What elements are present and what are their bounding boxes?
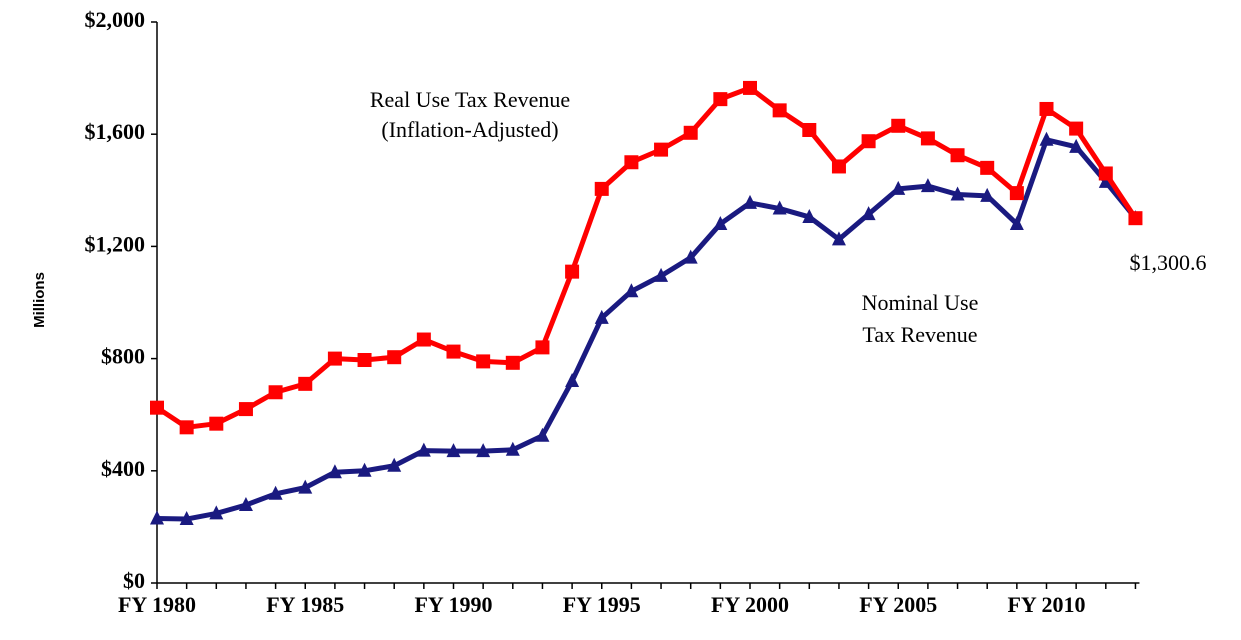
marker — [950, 186, 965, 201]
marker — [327, 464, 342, 479]
marker — [535, 340, 550, 355]
x-tick-label: FY 1990 — [414, 592, 492, 617]
annotation: Real Use Tax Revenue — [370, 87, 570, 112]
marker — [624, 283, 639, 298]
marker — [268, 485, 283, 500]
marker — [268, 385, 283, 400]
annotation: (Inflation-Adjusted) — [381, 117, 558, 142]
x-tick-label: FY 2010 — [1007, 592, 1085, 617]
marker — [831, 231, 846, 246]
marker — [505, 355, 520, 370]
marker — [772, 103, 787, 118]
marker — [179, 511, 194, 526]
marker — [683, 249, 698, 264]
marker — [743, 80, 757, 95]
marker — [802, 122, 817, 137]
marker — [476, 354, 491, 369]
marker — [416, 332, 431, 347]
marker — [446, 443, 461, 458]
marker — [654, 267, 669, 282]
marker — [1009, 215, 1024, 230]
series-line — [156, 137, 1138, 522]
marker — [683, 125, 698, 140]
marker — [713, 215, 728, 230]
marker — [298, 479, 313, 494]
marker — [802, 208, 817, 223]
marker — [298, 376, 313, 391]
marker — [535, 427, 550, 442]
x-tick-label: FY 1985 — [266, 592, 344, 617]
marker — [624, 155, 639, 170]
series-line — [155, 85, 1138, 430]
marker — [594, 181, 609, 196]
annotation: Tax Revenue — [862, 322, 977, 347]
marker — [416, 442, 431, 457]
marker — [950, 148, 965, 163]
y-tick-label: $0 — [123, 568, 145, 593]
marker — [1009, 186, 1024, 201]
y-tick-label: $1,600 — [85, 119, 146, 144]
marker — [387, 457, 402, 472]
marker — [1039, 131, 1054, 146]
annotation: Nominal Use — [862, 290, 979, 315]
marker — [861, 206, 876, 221]
y-tick-label: $2,000 — [85, 7, 146, 32]
marker — [772, 200, 787, 215]
marker — [1069, 121, 1084, 136]
marker — [446, 344, 461, 359]
marker — [209, 505, 224, 520]
marker — [1098, 173, 1113, 188]
marker — [238, 497, 253, 512]
marker — [238, 402, 253, 417]
y-tick-label: $800 — [101, 344, 145, 369]
marker — [654, 142, 669, 157]
marker — [476, 443, 491, 458]
marker — [179, 420, 194, 435]
marker — [743, 194, 757, 209]
marker — [209, 416, 224, 431]
marker — [387, 350, 402, 365]
marker — [1069, 138, 1084, 153]
marker — [327, 351, 342, 366]
marker — [594, 309, 609, 324]
x-tick-label: FY 2000 — [711, 592, 789, 617]
x-tick-label: FY 1980 — [118, 592, 196, 617]
marker — [1098, 166, 1113, 181]
marker — [150, 510, 164, 525]
x-tick-label: FY 1995 — [563, 592, 641, 617]
marker — [831, 159, 846, 174]
marker — [1039, 101, 1054, 116]
marker — [920, 131, 935, 146]
y-tick-label: $1,200 — [85, 231, 146, 256]
marker — [505, 441, 520, 456]
marker — [891, 180, 906, 195]
marker — [1128, 211, 1143, 226]
marker — [565, 373, 580, 388]
marker — [980, 160, 995, 175]
marker — [891, 118, 906, 133]
marker — [980, 187, 995, 202]
marker — [861, 134, 876, 149]
y-axis-label: Millions — [31, 272, 48, 328]
y-tick-label: $400 — [101, 456, 145, 481]
marker — [713, 92, 728, 107]
marker — [150, 400, 164, 415]
marker — [565, 264, 580, 279]
marker — [357, 353, 372, 368]
marker — [920, 178, 935, 193]
marker — [357, 462, 372, 477]
x-tick-label: FY 2005 — [859, 592, 937, 617]
annotation: $1,300.6 — [1130, 250, 1207, 275]
